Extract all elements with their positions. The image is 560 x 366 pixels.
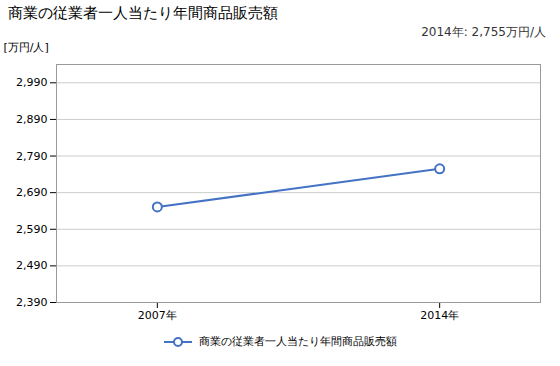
svg-text:[万円/人]: [万円/人]: [4, 41, 49, 54]
svg-text:2,590: 2,590: [16, 223, 48, 236]
svg-text:2007年: 2007年: [138, 309, 177, 322]
svg-text:2,690: 2,690: [16, 186, 48, 199]
html-text:2014年: 2,755万円/人: 2014年: 2,755万円/人: [421, 25, 546, 39]
svg-text:2,990: 2,990: [16, 76, 48, 89]
svg-text:2014年: 2014年: [420, 309, 459, 322]
html-text:商業の従業者一人当たり年間商品販売額: 商業の従業者一人当たり年間商品販売額: [199, 335, 397, 348]
svg-text:2,390: 2,390: [16, 296, 48, 309]
svg-text:2,790: 2,790: [16, 150, 48, 163]
html-text:商業の従業者一人当たり年間商品販売額: 商業の従業者一人当たり年間商品販売額: [8, 4, 278, 22]
svg-text:2,890: 2,890: [16, 113, 48, 126]
svg-text:2,490: 2,490: [16, 259, 48, 272]
